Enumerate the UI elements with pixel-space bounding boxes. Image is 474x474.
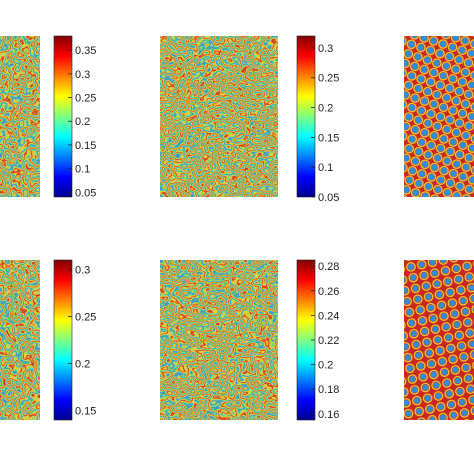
pattern-panel-r1c3	[404, 36, 474, 197]
colorbar-2: 0.05 0.1 0.15 0.2 0.25 0.3	[296, 35, 339, 204]
pattern-panel-r2c1	[0, 260, 40, 420]
colorbar-3-ticks: 0.15 0.2 0.25 0.3	[68, 264, 96, 418]
colorbar-1: 0.05 0.1 0.15 0.2 0.25 0.3 0.35	[53, 35, 96, 199]
colorbar-4-tick-label: 0.2	[318, 360, 333, 372]
colorbar-3-tick-label: 0.15	[75, 406, 96, 418]
colorbar-4-tick-label: 0.26	[318, 286, 339, 298]
colorbar-1-tick-label: 0.1	[75, 164, 90, 176]
colorbar-1-ticks: 0.05 0.1 0.15 0.2 0.25 0.3 0.35	[68, 45, 96, 199]
colorbar-1-tick-label: 0.3	[75, 69, 90, 81]
colorbar-4-tick-label: 0.18	[318, 384, 339, 396]
colorbar-4-tick-label: 0.24	[318, 310, 339, 322]
colorbar-1-tick-label: 0.25	[75, 93, 96, 105]
pattern-panel-r2c2	[160, 260, 278, 420]
colorbar-2-tick-label: 0.1	[318, 162, 333, 174]
colorbar-2-tick-label: 0.2	[318, 103, 333, 115]
colorbar-2-ticks: 0.05 0.1 0.15 0.2 0.25 0.3	[311, 43, 339, 204]
colorbar-2-tick-label: 0.15	[318, 132, 339, 144]
colorbar-1-tick-label: 0.2	[75, 116, 90, 128]
pattern-panel-r1c1	[0, 36, 40, 197]
colorbar-4-tick-label: 0.22	[318, 335, 339, 347]
colorbar-2-gradient	[296, 35, 316, 198]
colorbar-3-gradient	[53, 259, 73, 421]
colorbar-3: 0.15 0.2 0.25 0.3	[53, 259, 96, 421]
pattern-panel-r2c3	[404, 260, 474, 420]
colorbar-3-tick-label: 0.3	[75, 264, 90, 276]
colorbar-3-tick-label: 0.25	[75, 311, 96, 323]
colorbar-2-tick-label: 0.3	[318, 43, 333, 55]
colorbar-2-tick-label: 0.25	[318, 73, 339, 85]
colorbar-1-tick-label: 0.05	[75, 187, 96, 199]
colorbar-1-gradient	[53, 35, 73, 198]
colorbar-4-ticks: 0.16 0.18 0.2 0.22 0.24 0.26 0.28	[311, 261, 339, 421]
colorbar-3-tick-label: 0.2	[75, 359, 90, 371]
colorbar-1-tick-label: 0.15	[75, 140, 96, 152]
pattern-panel-r1c2	[160, 36, 278, 197]
colorbar-1-tick-label: 0.35	[75, 45, 96, 57]
colorbar-4-tick-label: 0.16	[318, 409, 339, 421]
colorbar-4: 0.16 0.18 0.2 0.22 0.24 0.26 0.28	[296, 259, 339, 421]
colorbar-2-tick-label: 0.05	[318, 192, 339, 204]
colorbar-4-tick-label: 0.28	[318, 261, 339, 273]
